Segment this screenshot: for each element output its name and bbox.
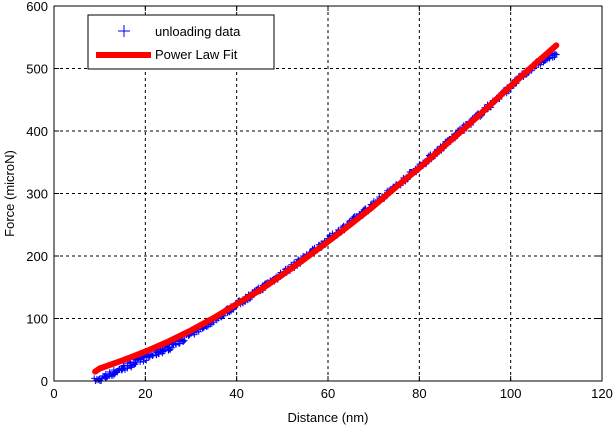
legend-box	[87, 14, 275, 70]
y-axis-label: Force (microN)	[2, 150, 17, 237]
data-point-marker	[103, 374, 110, 381]
x-tick-label: 120	[591, 386, 613, 401]
power-law-fit-series	[92, 42, 560, 375]
y-tick-label: 300	[26, 187, 48, 202]
x-axis-label: Distance (nm)	[288, 410, 369, 425]
data-point-marker	[127, 363, 134, 370]
data-point-marker	[143, 357, 150, 364]
legend-plus-glyph	[118, 25, 130, 37]
x-tick-label: 80	[412, 386, 426, 401]
data-point-marker	[546, 55, 553, 62]
data-point-marker	[140, 358, 147, 365]
x-tick-label: 0	[50, 386, 57, 401]
data-point-marker	[181, 337, 188, 344]
y-tick-label: 0	[41, 374, 48, 389]
legend-entry-unloading-data: unloading data	[155, 24, 241, 39]
y-tick-label: 500	[26, 62, 48, 77]
y-tick-label: 200	[26, 249, 48, 264]
data-point-marker	[173, 341, 180, 348]
legend-plus-marker-icon	[118, 25, 130, 37]
legend-entry-power-law-fit: Power Law Fit	[155, 47, 238, 62]
tick-labels: 0 20 40 60 80 100 120 0 100 200 300 400 500 600	[26, 0, 613, 401]
x-tick-label: 100	[500, 386, 522, 401]
unloading-data-series	[91, 49, 560, 384]
y-tick-label: 600	[26, 0, 48, 14]
data-point-marker	[176, 340, 183, 347]
y-tick-label: 100	[26, 312, 48, 327]
data-point-marker	[195, 328, 202, 335]
data-point-marker	[149, 352, 156, 359]
legend: unloading data Power Law Fit	[87, 14, 275, 70]
x-tick-label: 20	[138, 386, 152, 401]
axis-ticks	[53, 5, 603, 382]
data-point-marker	[95, 376, 102, 383]
data-point-marker	[191, 331, 198, 338]
y-tick-label: 400	[26, 124, 48, 139]
x-tick-label: 60	[321, 386, 335, 401]
x-tick-label: 40	[229, 386, 243, 401]
data-point-marker	[552, 50, 559, 57]
power-law-fit-line	[92, 42, 560, 375]
data-point-marker	[180, 339, 187, 346]
data-point-marker	[553, 51, 560, 58]
